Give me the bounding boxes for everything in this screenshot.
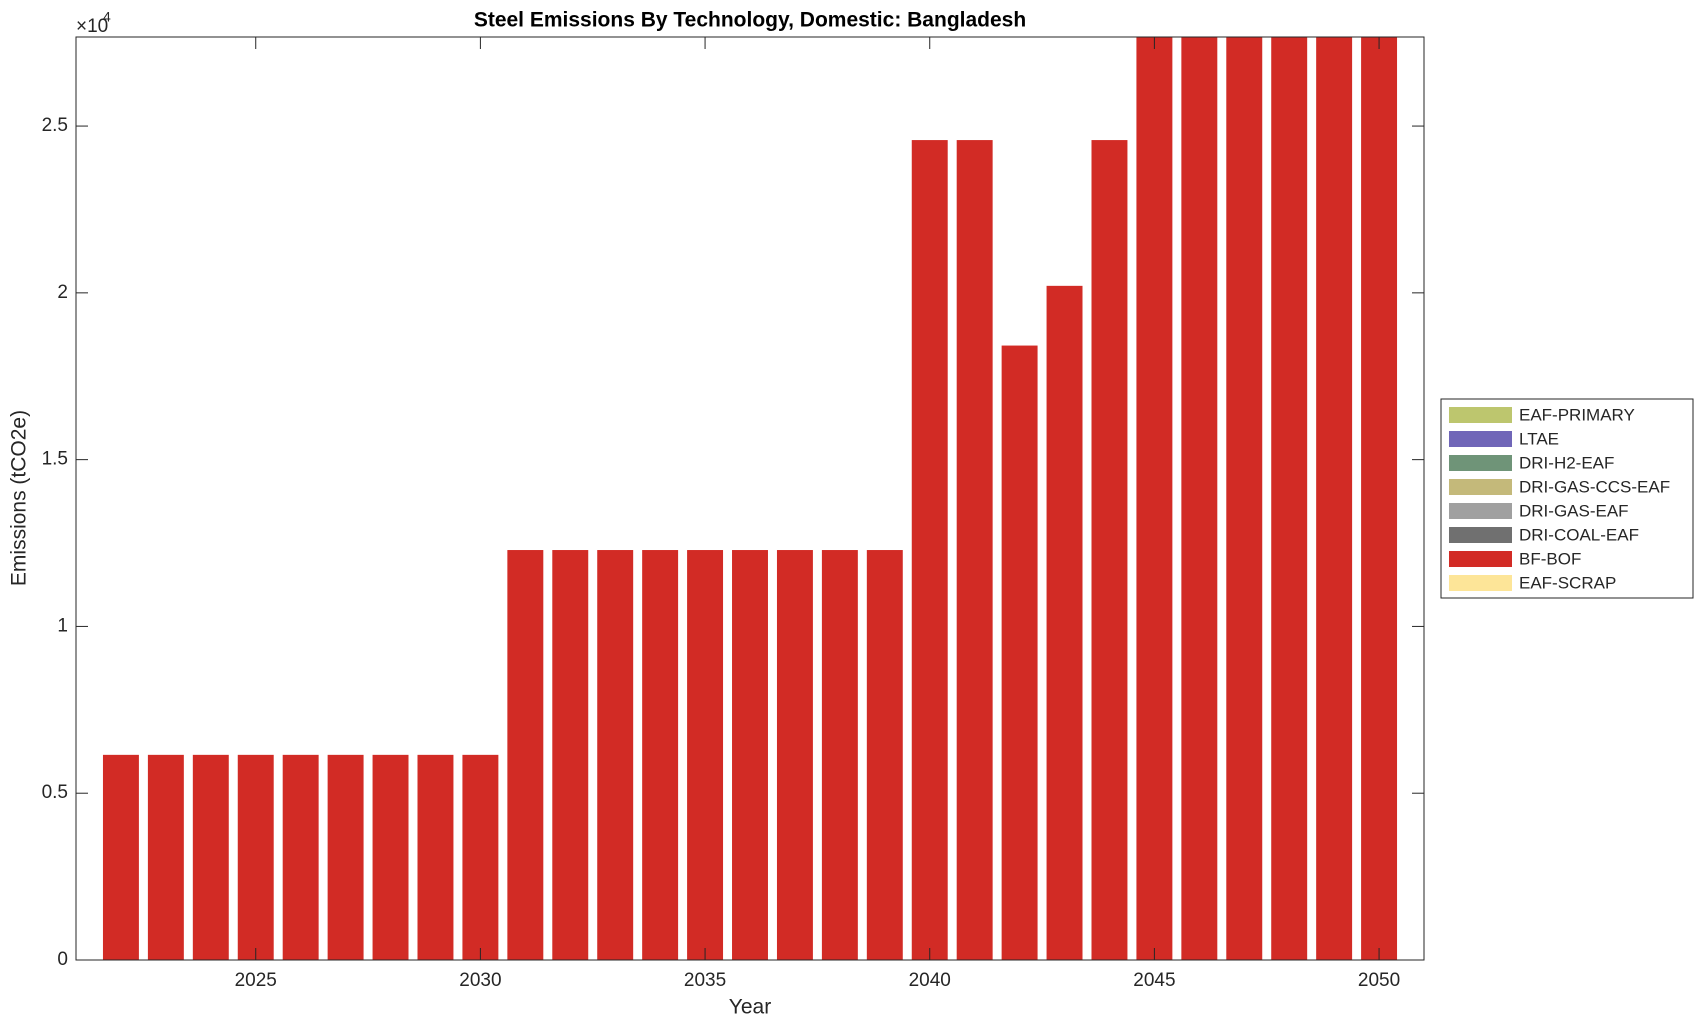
bar-segment — [776, 550, 813, 960]
x-tick-label: 2035 — [684, 970, 726, 991]
axes-box — [75, 36, 1425, 961]
legend-label: DRI-COAL-EAF — [1519, 525, 1639, 544]
y-tick-label: 0 — [57, 949, 68, 970]
bar-segment — [1226, 37, 1263, 960]
bar-segment — [1001, 345, 1038, 960]
bar-segment — [282, 754, 319, 960]
y-tick-label: 1 — [57, 615, 68, 636]
bar-segment — [192, 754, 229, 960]
bar-segment — [1181, 37, 1218, 960]
bar-segment — [237, 754, 274, 960]
bar-segment — [1316, 37, 1353, 960]
bar-segment — [597, 550, 634, 960]
y-multiplier-base: ×10 — [76, 16, 108, 37]
x-tick-label: 2045 — [1133, 970, 1175, 991]
bar-segment — [372, 754, 409, 960]
legend-label: EAF-SCRAP — [1519, 573, 1616, 592]
bar-segment — [102, 754, 139, 960]
bar-segment — [821, 550, 858, 960]
x-tick-label: 2030 — [459, 970, 501, 991]
bar-segment — [1271, 37, 1308, 960]
y-axis-label: Emissions (tCO2e) — [8, 410, 31, 586]
bar-segment — [866, 550, 903, 960]
chart-title: Steel Emissions By Technology, Domestic:… — [474, 9, 1026, 32]
x-axis-label: Year — [729, 996, 771, 1019]
bar-segment — [732, 550, 768, 960]
legend-label: EAF-PRIMARY — [1519, 405, 1635, 424]
bar-segment — [462, 754, 499, 960]
legend-swatch — [1449, 503, 1512, 519]
bar-segment — [417, 754, 454, 960]
x-tick-label: 2040 — [909, 970, 951, 991]
bar-segment — [1046, 285, 1083, 960]
bar-segment — [327, 754, 364, 960]
legend-swatch — [1449, 455, 1512, 471]
legend-swatch — [1449, 431, 1512, 447]
bar-segment — [147, 754, 184, 960]
bar-segment — [687, 550, 724, 960]
legend-label: LTAE — [1519, 429, 1559, 448]
bar-segment — [642, 550, 679, 960]
legend-label: DRI-H2-EAF — [1519, 453, 1614, 472]
y-tick-label: 0.5 — [42, 782, 68, 803]
legend-swatch — [1449, 551, 1512, 567]
x-tick-label: 2050 — [1358, 970, 1400, 991]
legend-label: DRI-GAS-EAF — [1519, 501, 1629, 520]
legend-label: DRI-GAS-CCS-EAF — [1519, 477, 1670, 496]
bar-segment — [956, 140, 993, 960]
bar-segment — [1361, 37, 1398, 960]
legend-label: BF-BOF — [1519, 549, 1581, 568]
x-tick-label: 2025 — [235, 970, 277, 991]
legend-swatch — [1449, 407, 1512, 423]
y-tick-label: 2 — [57, 282, 68, 303]
bar-segment — [552, 550, 589, 960]
plot-area — [102, 37, 1398, 960]
legend-swatch — [1449, 527, 1512, 543]
bar-segment — [911, 140, 948, 960]
bar-segment — [1091, 140, 1128, 960]
bar-segment — [1136, 37, 1173, 960]
legend-swatch — [1449, 479, 1512, 495]
y-multiplier-exponent: 4 — [103, 9, 111, 25]
y-tick-label: 1.5 — [42, 449, 68, 470]
bar-segment — [507, 550, 544, 960]
y-tick-label: 2.5 — [42, 115, 68, 136]
legend-swatch — [1449, 575, 1512, 591]
